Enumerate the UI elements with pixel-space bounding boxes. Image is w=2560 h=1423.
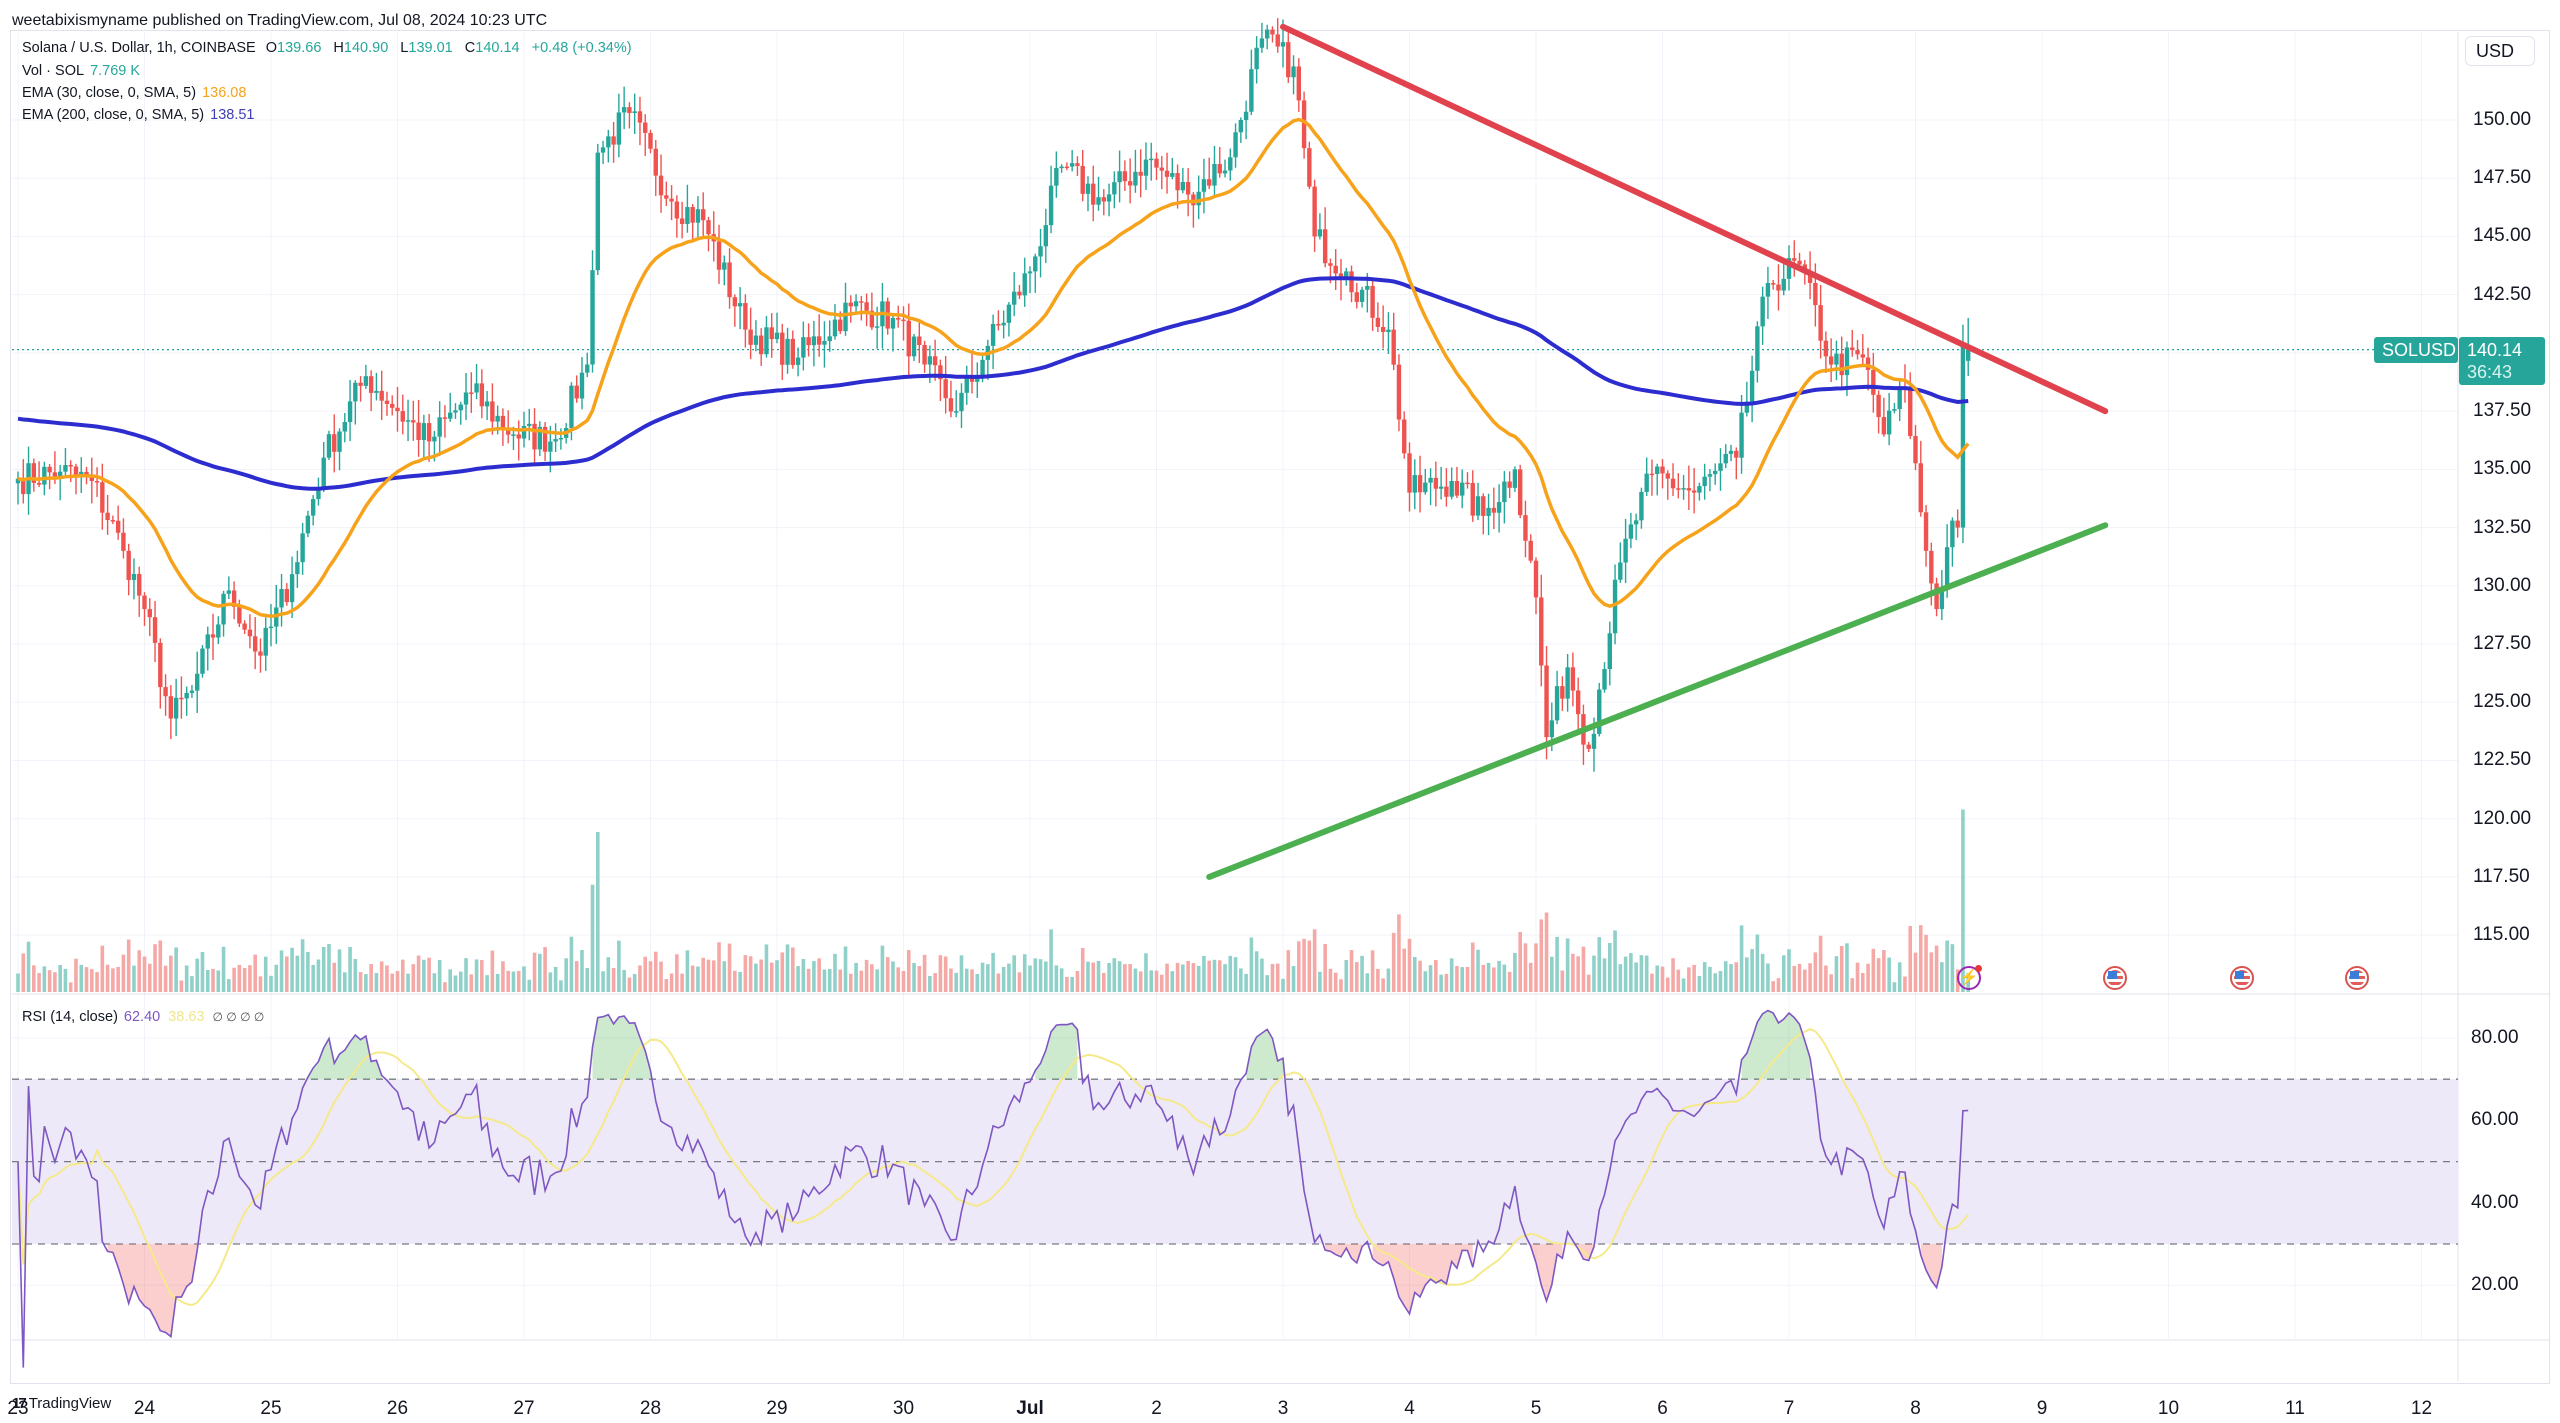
rsi-legend[interactable]: RSI (14, close) 62.40 38.63 ∅ ∅ ∅ ∅ bbox=[22, 1009, 265, 1025]
change-value: +0.48 (+0.34%) bbox=[531, 40, 632, 56]
time-tick: 26 bbox=[386, 1398, 409, 1419]
symbol-tag: SOLUSD bbox=[2374, 337, 2458, 363]
currency-button[interactable]: USD bbox=[2465, 36, 2535, 66]
rsi-pane bbox=[12, 1009, 2458, 1368]
volume-bars bbox=[16, 809, 1971, 992]
time-tick: 30 bbox=[892, 1398, 915, 1419]
us-flag-event-icon[interactable] bbox=[2345, 966, 2369, 990]
price-tick: 130.00 bbox=[2473, 574, 2532, 596]
ema200-legend[interactable]: EMA (200, close, 0, SMA, 5) 138.51 bbox=[22, 107, 255, 123]
notification-dot bbox=[1975, 965, 1982, 972]
price-tick: 122.50 bbox=[2473, 749, 2532, 771]
last-price-value: 140.14 bbox=[2467, 340, 2523, 360]
time-tick: 24 bbox=[133, 1398, 156, 1419]
time-tick: 29 bbox=[766, 1398, 788, 1419]
time-tick: 23 bbox=[7, 1398, 29, 1419]
lightning-event-icon[interactable]: ⚡ bbox=[1957, 965, 1982, 990]
bar-countdown: 36:43 bbox=[2467, 362, 2513, 382]
time-tick: 4 bbox=[1404, 1398, 1415, 1419]
us-flag-event-icon[interactable] bbox=[2103, 966, 2127, 990]
support-trendline[interactable] bbox=[1206, 522, 2109, 880]
resistance-trendline[interactable] bbox=[1280, 23, 2109, 415]
price-tick: 137.50 bbox=[2473, 400, 2532, 422]
last-price-label: 140.14 36:43 bbox=[2459, 337, 2545, 385]
us-flag-event-icon[interactable] bbox=[2230, 966, 2254, 990]
time-tick: 8 bbox=[1910, 1398, 1921, 1419]
time-tick: 10 bbox=[2157, 1398, 2180, 1419]
volume-value: 7.769 K bbox=[90, 63, 141, 79]
rsi-tick: 80.00 bbox=[2471, 1027, 2519, 1048]
rsi-tick: 20.00 bbox=[2471, 1274, 2519, 1296]
time-tick: 12 bbox=[2410, 1398, 2433, 1419]
price-tick: 145.00 bbox=[2473, 225, 2532, 247]
price-tick: 125.00 bbox=[2473, 691, 2532, 713]
price-tick: 120.00 bbox=[2473, 807, 2532, 829]
ema30-legend[interactable]: EMA (30, close, 0, SMA, 5) 136.08 bbox=[22, 85, 247, 101]
time-tick: 7 bbox=[1783, 1398, 1795, 1419]
time-tick: 5 bbox=[1530, 1398, 1542, 1419]
time-tick: 6 bbox=[1657, 1398, 1668, 1419]
price-tick: 142.50 bbox=[2473, 283, 2532, 305]
price-tick: 117.50 bbox=[2473, 865, 2530, 887]
time-tick: 27 bbox=[513, 1398, 535, 1419]
time-tick: 11 bbox=[2285, 1398, 2305, 1419]
tradingview-logo[interactable]: 17 TradingView bbox=[12, 1395, 112, 1412]
chart-frame bbox=[10, 30, 2550, 1384]
price-tick: 150.00 bbox=[2473, 109, 2532, 130]
rsi-ma-value: 38.63 bbox=[168, 1009, 205, 1025]
publisher-line: weetabixismyname published on TradingVie… bbox=[12, 12, 548, 29]
time-tick: 9 bbox=[2036, 1398, 2048, 1419]
price-tick: 135.00 bbox=[2473, 458, 2532, 480]
time-tick: 28 bbox=[639, 1398, 662, 1419]
time-tick: 3 bbox=[1277, 1398, 1289, 1419]
tradingview-logo-icon: 17 bbox=[12, 1395, 27, 1412]
price-tick: 127.50 bbox=[2473, 633, 2532, 655]
high-value: 140.90 bbox=[343, 40, 389, 56]
symbol-legend: Solana / U.S. Dollar, 1h, COINBASE O139.… bbox=[22, 40, 632, 56]
ema200-line bbox=[17, 276, 1969, 491]
rsi-ma-line bbox=[17, 1027, 1969, 1307]
open-value: 139.66 bbox=[277, 40, 322, 56]
ema30-line bbox=[17, 117, 1970, 618]
rsi-tick: 60.00 bbox=[2471, 1109, 2519, 1131]
price-tick: 147.50 bbox=[2473, 167, 2532, 189]
ema200-value: 138.51 bbox=[210, 107, 255, 123]
rsi-value: 62.40 bbox=[123, 1009, 161, 1025]
time-tick: 25 bbox=[260, 1398, 282, 1419]
time-tick: 2 bbox=[1151, 1398, 1162, 1419]
low-value: 139.01 bbox=[408, 40, 453, 56]
candles bbox=[15, 18, 1971, 772]
na-values: ∅ ∅ ∅ ∅ bbox=[212, 1010, 265, 1024]
price-tick: 115.00 bbox=[2473, 924, 2530, 946]
volume-legend[interactable]: Vol · SOL 7.769 K bbox=[22, 63, 141, 79]
symbol-title[interactable]: Solana / U.S. Dollar, 1h, COINBASE bbox=[22, 40, 256, 56]
rsi-line bbox=[17, 1009, 1969, 1368]
ema30-value: 136.08 bbox=[202, 85, 247, 101]
time-tick: Jul bbox=[1016, 1398, 1044, 1419]
rsi-tick: 40.00 bbox=[2471, 1191, 2519, 1213]
price-tick: 132.50 bbox=[2473, 516, 2532, 538]
close-value: 140.14 bbox=[475, 40, 520, 56]
